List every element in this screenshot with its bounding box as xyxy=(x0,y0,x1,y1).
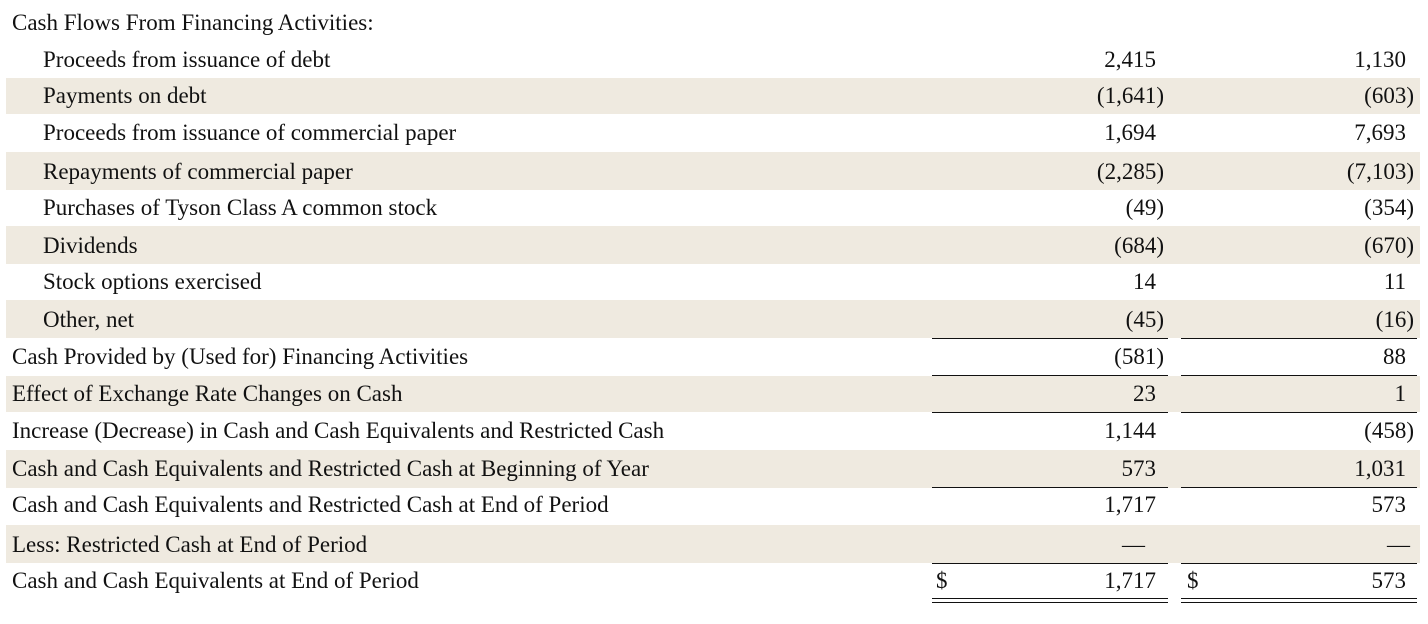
subtotal-rule-col1 xyxy=(932,563,1168,564)
subtotal-rule-col1 xyxy=(932,338,1168,339)
total-double-rule-col2 xyxy=(1181,598,1417,603)
table-row: Repayments of commercial paper (2,285) (… xyxy=(6,152,1420,190)
table-row: Less: Restricted Cash at End of Period —… xyxy=(6,525,1420,563)
subtotal-rule-col1 xyxy=(932,412,1168,413)
row-label: Effect of Exchange Rate Changes on Cash xyxy=(12,381,403,406)
table-row: Payments on debt (1,641) (603) xyxy=(6,78,1420,114)
table-row: Increase (Decrease) in Cash and Cash Equ… xyxy=(6,414,1420,450)
row-label: Proceeds from issuance of commercial pap… xyxy=(43,120,457,145)
row-value-col1: 1,717 xyxy=(1104,568,1156,593)
currency-symbol-col1: $ xyxy=(936,568,948,593)
row-value-col1-dash: — xyxy=(1122,532,1145,557)
row-value-col1: (581) xyxy=(1114,344,1164,369)
row-value-col1: 2,415 xyxy=(1104,47,1156,72)
rule-col2 xyxy=(1181,375,1417,376)
row-label: Cash and Cash Equivalents and Restricted… xyxy=(12,492,609,517)
row-label: Stock options exercised xyxy=(43,269,262,294)
row-value-col2: (354) xyxy=(1364,195,1414,220)
table-row: Stock options exercised 14 11 xyxy=(6,264,1420,300)
row-value-col2: 573 xyxy=(1371,568,1407,593)
row-value-col1: 1,144 xyxy=(1104,418,1156,443)
table-row: Purchases of Tyson Class A common stock … xyxy=(6,190,1420,226)
row-value-col2-dash: — xyxy=(1387,532,1410,557)
row-value-col1: (684) xyxy=(1114,233,1164,258)
row-value-col2: (603) xyxy=(1364,83,1414,108)
row-value-col2: 11 xyxy=(1383,269,1406,294)
row-value-col1: 23 xyxy=(1133,381,1156,406)
table-row: Cash Provided by (Used for) Financing Ac… xyxy=(6,340,1420,376)
row-value-col2: 1 xyxy=(1394,381,1407,406)
currency-symbol-col2: $ xyxy=(1187,568,1199,593)
row-label: Dividends xyxy=(43,233,138,258)
table-row: Cash and Cash Equivalents and Restricted… xyxy=(6,489,1420,525)
subtotal-rule-col2 xyxy=(1181,563,1417,564)
table-row: Proceeds from issuance of commercial pap… xyxy=(6,114,1420,152)
subtotal-rule-col2 xyxy=(1181,412,1417,413)
table-row: Cash and Cash Equivalents and Restricted… xyxy=(6,450,1420,488)
row-value-col2: (670) xyxy=(1364,233,1414,258)
table-row: Effect of Exchange Rate Changes on Cash … xyxy=(6,376,1420,412)
table-row: Dividends (684) (670) xyxy=(6,226,1420,264)
row-label: Less: Restricted Cash at End of Period xyxy=(12,532,368,557)
row-value-col2: (458) xyxy=(1364,418,1414,443)
row-value-col1: 1,694 xyxy=(1104,120,1156,145)
row-label: Cash and Cash Equivalents at End of Peri… xyxy=(12,568,419,593)
subtotal-rule-col1 xyxy=(932,487,1168,488)
row-value-col1: (2,285) xyxy=(1096,159,1164,184)
rule-col1 xyxy=(932,375,1168,376)
section-header-row: Cash Flows From Financing Activities: xyxy=(6,10,1420,36)
row-label: Increase (Decrease) in Cash and Cash Equ… xyxy=(12,418,665,443)
row-label: Purchases of Tyson Class A common stock xyxy=(43,195,438,220)
row-value-col2: (7,103) xyxy=(1346,159,1414,184)
table-row: Other, net (45) (16) xyxy=(6,300,1420,338)
table-row: Cash and Cash Equivalents at End of Peri… xyxy=(6,565,1420,599)
row-value-col2: (16) xyxy=(1375,307,1414,332)
subtotal-rule-col2 xyxy=(1181,487,1417,488)
row-label: Repayments of commercial paper xyxy=(43,159,353,184)
total-double-rule-col1 xyxy=(932,598,1168,603)
row-label: Other, net xyxy=(43,307,135,332)
row-value-col2: 1,031 xyxy=(1354,456,1406,481)
row-value-col2: 88 xyxy=(1383,344,1406,369)
row-label: Cash and Cash Equivalents and Restricted… xyxy=(12,456,649,481)
row-value-col1: 1,717 xyxy=(1104,492,1156,517)
row-label: Cash Provided by (Used for) Financing Ac… xyxy=(12,344,469,369)
row-value-col1: (1,641) xyxy=(1096,83,1164,108)
row-value-col1: 573 xyxy=(1121,456,1157,481)
row-label: Proceeds from issuance of debt xyxy=(43,47,331,72)
row-value-col2: 7,693 xyxy=(1354,120,1406,145)
row-value-col2: 1,130 xyxy=(1354,47,1406,72)
row-value-col1: (45) xyxy=(1125,307,1164,332)
section-header: Cash Flows From Financing Activities: xyxy=(12,10,374,35)
row-value-col1: 14 xyxy=(1133,269,1156,294)
row-value-col2: 573 xyxy=(1371,492,1407,517)
row-label: Payments on debt xyxy=(43,83,207,108)
table-row: Proceeds from issuance of debt 2,415 1,1… xyxy=(6,42,1420,78)
subtotal-rule-col2 xyxy=(1181,338,1417,339)
row-value-col1: (49) xyxy=(1125,195,1164,220)
